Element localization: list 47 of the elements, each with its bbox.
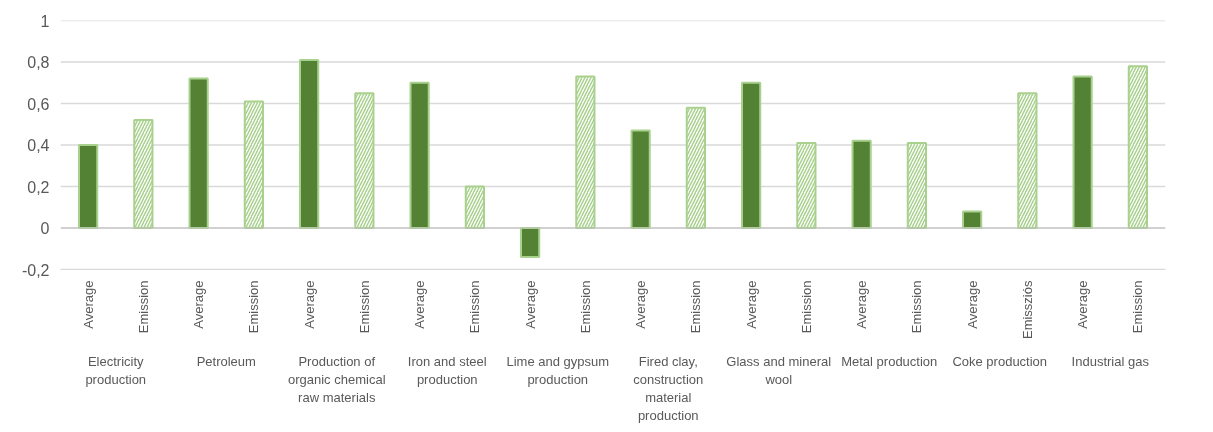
bar [741, 81, 762, 229]
bar [1072, 75, 1093, 229]
text: Lime and gypsum production [506, 353, 610, 387]
x-tick-label: Average [80, 280, 96, 329]
x-tick-label: Emission [577, 280, 593, 334]
text: Iron and steel production [407, 353, 487, 387]
x-tick-label: Average [301, 280, 317, 329]
x-tick-label: Emissziós [1019, 280, 1035, 340]
x-tick-label: Emission [1130, 280, 1146, 334]
x-tick-label: Average [743, 280, 759, 329]
text: Metal production [841, 353, 938, 369]
y-tick-label: 0,2 [27, 178, 50, 196]
text: Coke production [952, 353, 1048, 369]
x-tick-label: Emission [356, 280, 372, 334]
text: Fired clay, construction material production [633, 353, 704, 423]
y-tick-label: 0 [40, 220, 50, 237]
x-tick-label: Average [633, 280, 649, 329]
x-tick-label: Emission [909, 280, 925, 334]
y-tick-label: -0,2 [21, 261, 50, 279]
x-tick-label: Average [854, 280, 870, 329]
x-tick-label: Emission [467, 280, 483, 334]
x-tick-label: Emission [246, 280, 262, 334]
text: Glass and mineral wool [726, 353, 832, 387]
y-tick-label: 0,8 [27, 54, 50, 71]
x-tick-label: Emission [688, 280, 704, 334]
text: Electricity production [85, 353, 147, 387]
x-tick-label: Emission [135, 280, 151, 334]
bar [630, 129, 651, 229]
bar [962, 210, 983, 229]
bar [409, 81, 430, 229]
x-tick-label: Average [1075, 280, 1091, 329]
bar [78, 144, 99, 229]
bar [520, 227, 541, 259]
bar [851, 139, 872, 229]
x-tick-label: Average [412, 280, 428, 329]
bar [299, 58, 320, 229]
text: Industrial gas [1071, 353, 1150, 369]
text: Petroleum [196, 353, 256, 369]
text: Production of organic chemical raw materials [287, 353, 386, 405]
bar [188, 77, 209, 229]
x-tick-label: Average [191, 280, 207, 329]
x-tick-label: Average [522, 280, 538, 329]
x-tick-label: Emission [798, 280, 814, 334]
y-tick-label: 0,6 [27, 95, 50, 113]
y-tick-label: 1 [40, 12, 50, 30]
x-tick-label: Average [964, 280, 980, 329]
y-tick-label: 0,4 [27, 137, 50, 154]
